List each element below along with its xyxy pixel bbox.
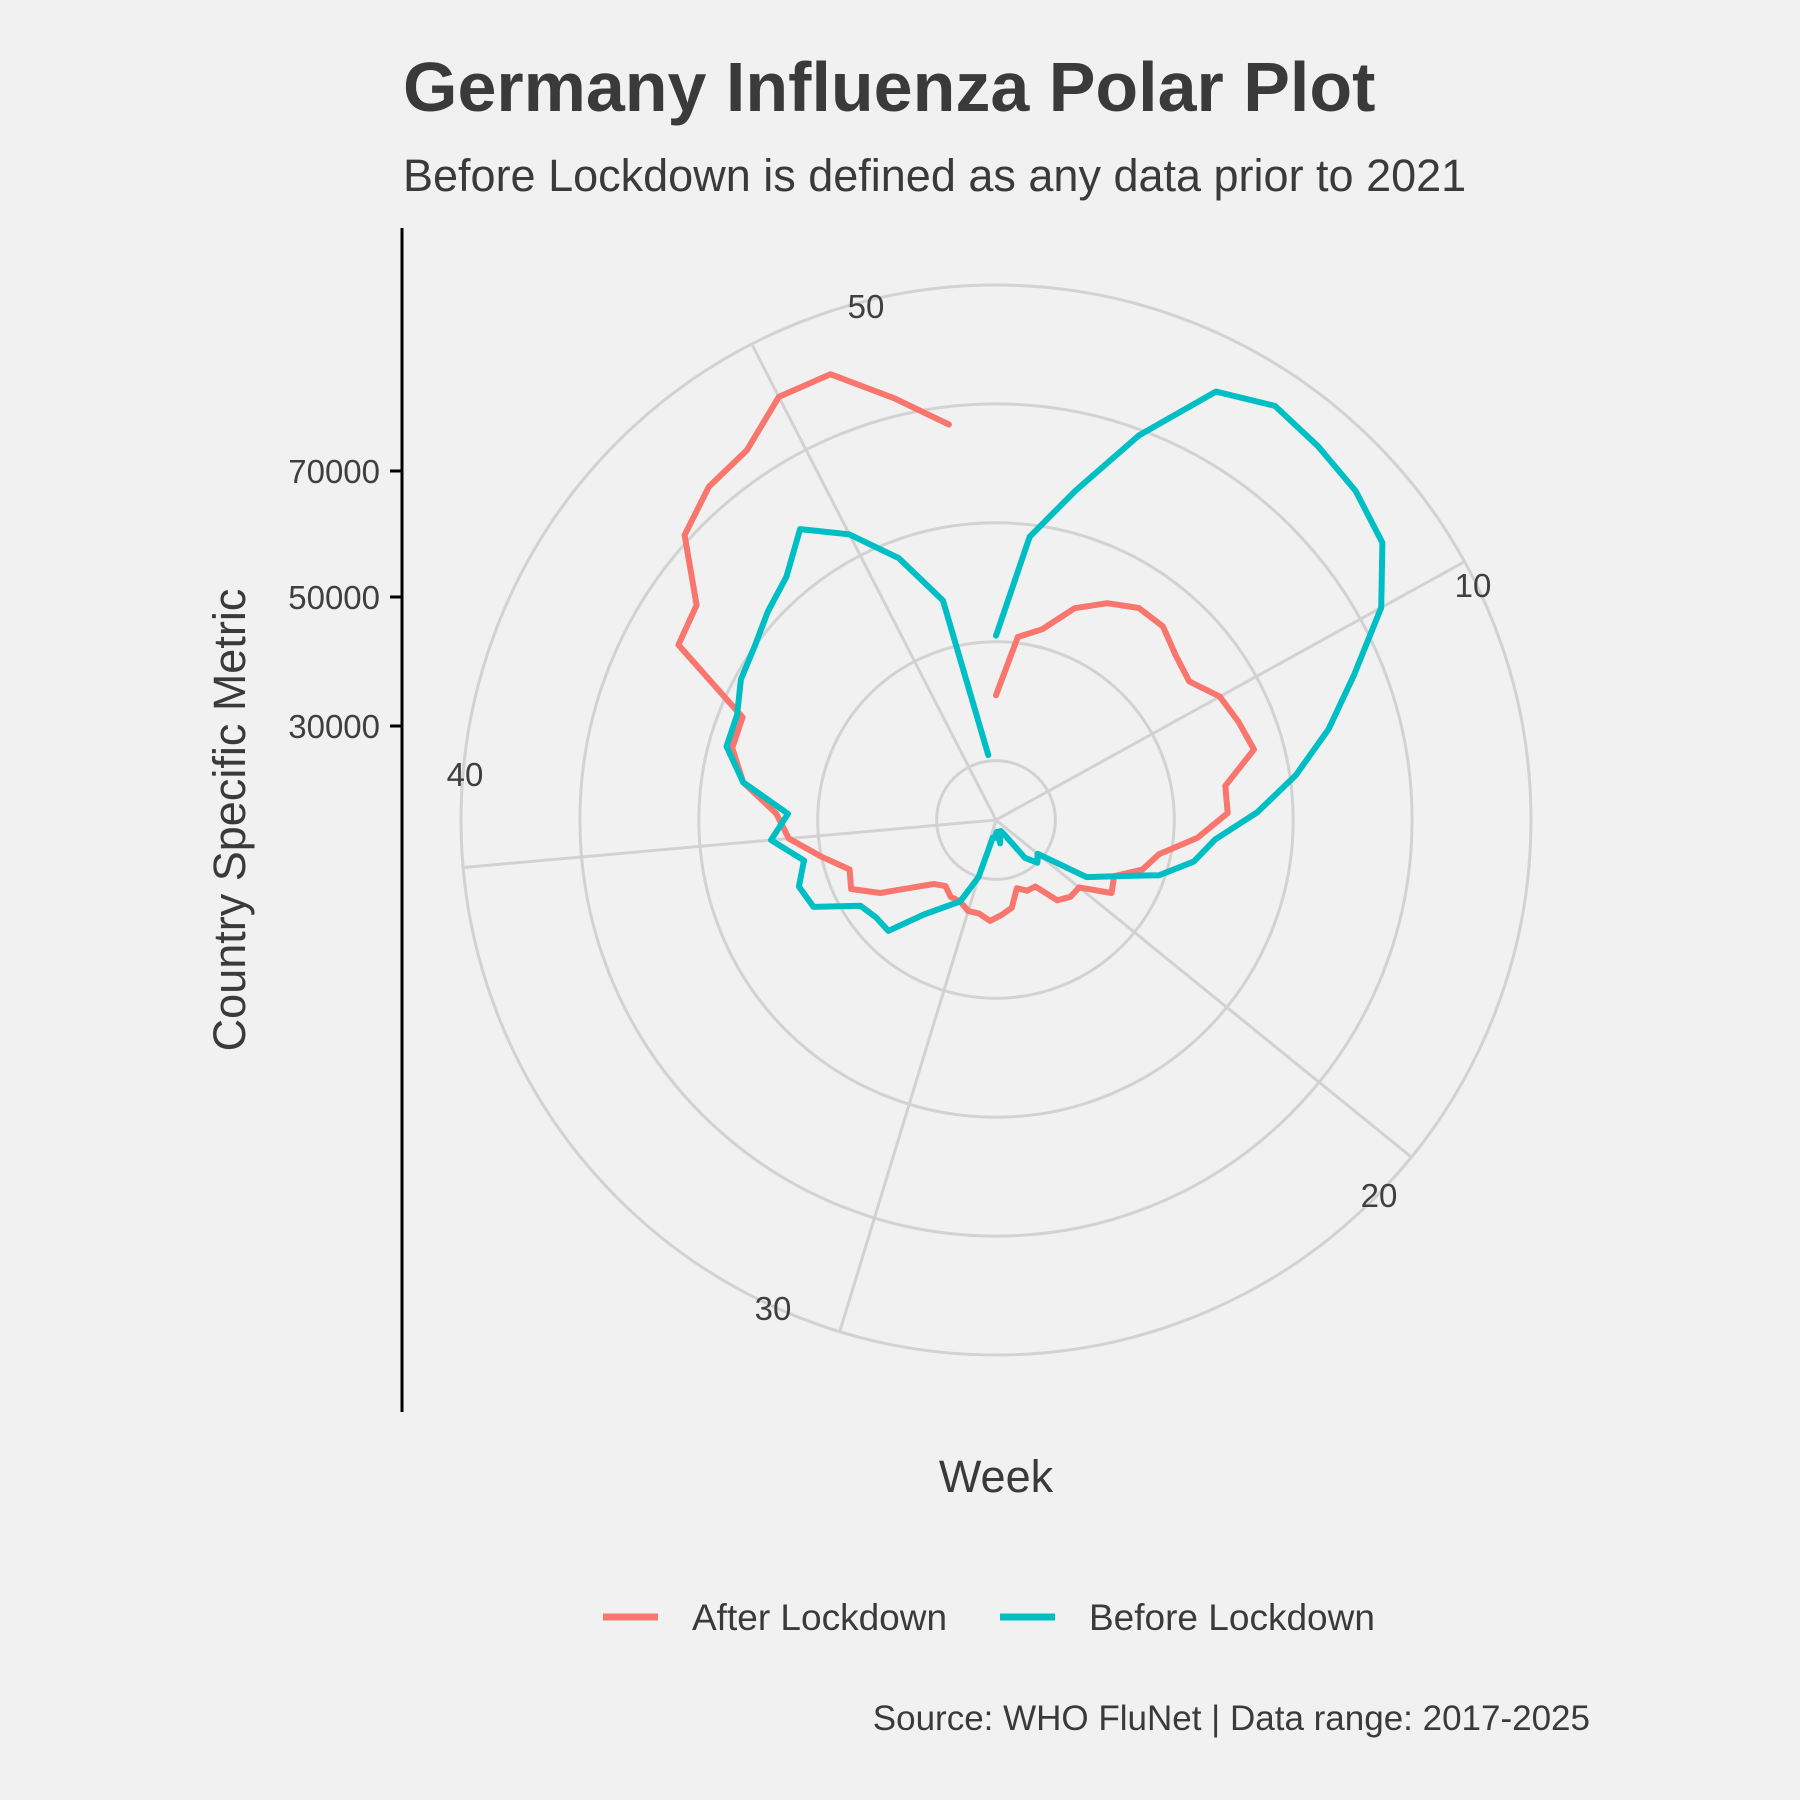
week-tick-label: 40 <box>447 756 484 793</box>
legend: After Lockdown Before Lockdown <box>603 1597 1375 1638</box>
grid-spoke <box>462 818 997 869</box>
grid-spoke <box>995 818 1413 1159</box>
grid-ring <box>459 283 1533 1357</box>
data-series <box>675 371 1386 934</box>
angular-tick-labels: 10 20 30 40 50 <box>447 288 1492 1327</box>
angular-grid-spokes <box>462 343 1466 1333</box>
week-tick-label: 20 <box>1361 1177 1398 1214</box>
legend-label: Before Lockdown <box>1089 1597 1375 1638</box>
series-line-before-lockdown <box>723 388 1386 934</box>
y-tick-label: 70000 <box>288 453 380 490</box>
grid-spoke <box>838 819 998 1333</box>
week-tick-label: 10 <box>1455 567 1492 604</box>
grid-ring <box>578 402 1414 1238</box>
y-tick-label: 50000 <box>288 579 380 616</box>
x-axis-title: Week <box>939 1451 1054 1502</box>
chart-title: Germany Influenza Polar Plot <box>403 48 1375 126</box>
y-axis-ticks: 70000 50000 30000 <box>288 453 402 745</box>
grid-ring <box>935 759 1057 881</box>
y-tick-label: 30000 <box>288 708 380 745</box>
radial-grid <box>459 283 1533 1357</box>
chart-subtitle: Before Lockdown is defined as any data p… <box>403 150 1466 201</box>
grid-ring <box>697 521 1295 1119</box>
grid-ring <box>816 640 1176 1000</box>
y-axis-title: Country Specific Metric <box>204 589 255 1052</box>
chart-caption: Source: WHO FluNet | Data range: 2017-20… <box>873 1699 1590 1738</box>
legend-label: After Lockdown <box>692 1597 947 1638</box>
grid-spoke <box>750 343 998 821</box>
week-tick-label: 50 <box>848 288 885 325</box>
grid-spoke <box>995 560 1466 822</box>
week-tick-label: 30 <box>755 1290 792 1327</box>
series-line-after-lockdown <box>675 371 1257 924</box>
